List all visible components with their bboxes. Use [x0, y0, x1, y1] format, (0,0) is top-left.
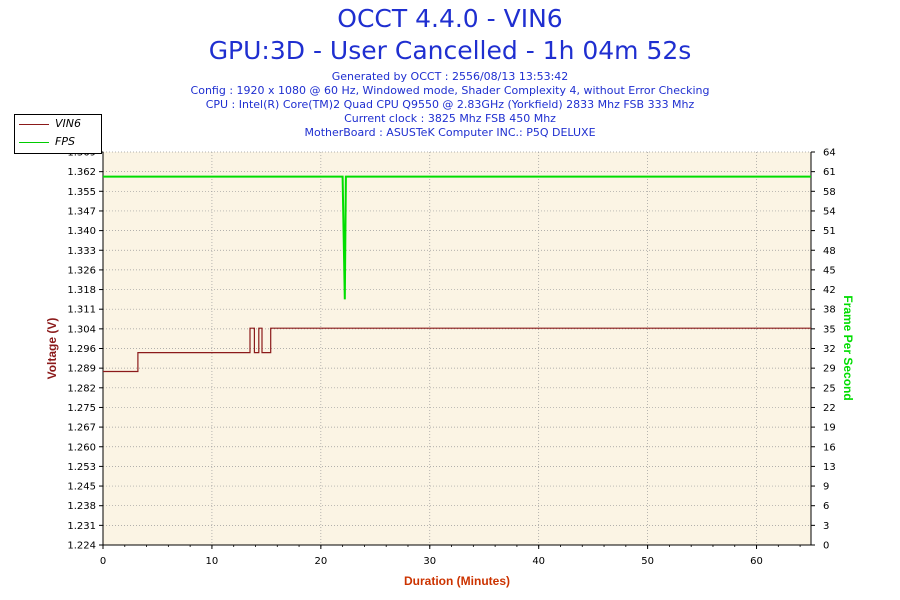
chart-legend: VIN6 FPS [14, 114, 102, 154]
y2-tick-label: 3 [823, 521, 829, 532]
config-info: Config : 1920 x 1080 @ 60 Hz, Windowed m… [190, 84, 710, 97]
legend-item-fps: FPS [15, 135, 101, 149]
y2-tick-label: 61 [823, 167, 836, 178]
generated-info: Generated by OCCT : 2556/08/13 13:53:42 [331, 70, 569, 83]
y2-tick-label: 58 [823, 187, 836, 198]
y-tick-label: 1.326 [67, 265, 96, 276]
y-tick-label: 1.355 [67, 187, 96, 198]
y2-tick-label: 19 [823, 423, 836, 434]
y2-tick-label: 64 [823, 148, 836, 159]
y2-tick-label: 13 [823, 462, 836, 473]
legend-label-fps: FPS [55, 135, 75, 148]
y2-tick-label: 0 [823, 541, 829, 552]
legend-swatch-vin6 [19, 124, 49, 125]
motherboard-info: MotherBoard : ASUSTeK Computer INC.: P5Q… [304, 126, 596, 139]
x-tick-label: 0 [100, 556, 106, 567]
y-tick-label: 1.304 [67, 324, 96, 335]
y2-tick-label: 29 [823, 364, 836, 375]
y-tick-label: 1.224 [67, 541, 96, 552]
y2-tick-label: 32 [823, 344, 836, 355]
y-tick-label: 1.253 [67, 462, 96, 473]
y-tick-label: 1.282 [67, 383, 96, 394]
series-line-vin6 [103, 327, 811, 373]
x-tick-label: 50 [641, 556, 654, 567]
x-axis-label: Duration (Minutes) [404, 574, 510, 588]
y-tick-label: 1.362 [67, 167, 96, 178]
x-tick-label: 40 [532, 556, 545, 567]
y2-tick-label: 38 [823, 305, 836, 316]
cpu-info: CPU : Intel(R) Core(TM)2 Quad CPU Q9550 … [205, 98, 695, 111]
y-tick-label: 1.333 [67, 246, 96, 257]
y2-tick-label: 25 [823, 383, 836, 394]
y2-tick-label: 16 [823, 442, 836, 453]
y2-tick-label: 6 [823, 501, 829, 512]
y-axis-label: Voltage (V) [45, 318, 59, 380]
y-tick-label: 1.311 [67, 305, 96, 316]
y2-tick-label: 51 [823, 226, 836, 237]
chart-subtitle: GPU:3D - User Cancelled - 1h 04m 52s [208, 36, 692, 65]
clock-info: Current clock : 3825 Mhz FSB 450 Mhz [344, 112, 556, 125]
y2-tick-label: 45 [823, 265, 836, 276]
y2-tick-label: 35 [823, 324, 836, 335]
legend-swatch-fps [19, 142, 49, 143]
y-tick-label: 1.238 [67, 501, 96, 512]
y2-tick-label: 54 [823, 206, 836, 217]
y-tick-label: 1.340 [67, 226, 96, 237]
y-tick-label: 1.296 [67, 344, 96, 355]
y2-tick-label: 48 [823, 246, 836, 257]
x-tick-label: 10 [206, 556, 219, 567]
legend-item-vin6: VIN6 [15, 117, 101, 131]
y-tick-label: 1.318 [67, 285, 96, 296]
y-tick-label: 1.275 [67, 403, 96, 414]
chart-title: OCCT 4.4.0 - VIN6 [337, 4, 563, 33]
series-line-fps [103, 175, 811, 300]
y-tick-label: 1.267 [67, 423, 96, 434]
y-tick-label: 1.260 [67, 442, 96, 453]
x-tick-label: 20 [314, 556, 327, 567]
y-tick-label: 1.245 [67, 482, 96, 493]
y-tick-label: 1.231 [67, 521, 96, 532]
legend-label-vin6: VIN6 [55, 117, 81, 130]
x-tick-label: 30 [423, 556, 436, 567]
y-tick-label: 1.289 [67, 364, 96, 375]
y2-axis-label: Frame Per Second [841, 295, 855, 400]
y2-tick-label: 22 [823, 403, 836, 414]
y2-tick-label: 42 [823, 285, 836, 296]
y-tick-label: 1.347 [67, 206, 96, 217]
y2-tick-label: 9 [823, 482, 829, 493]
x-tick-label: 60 [750, 556, 763, 567]
